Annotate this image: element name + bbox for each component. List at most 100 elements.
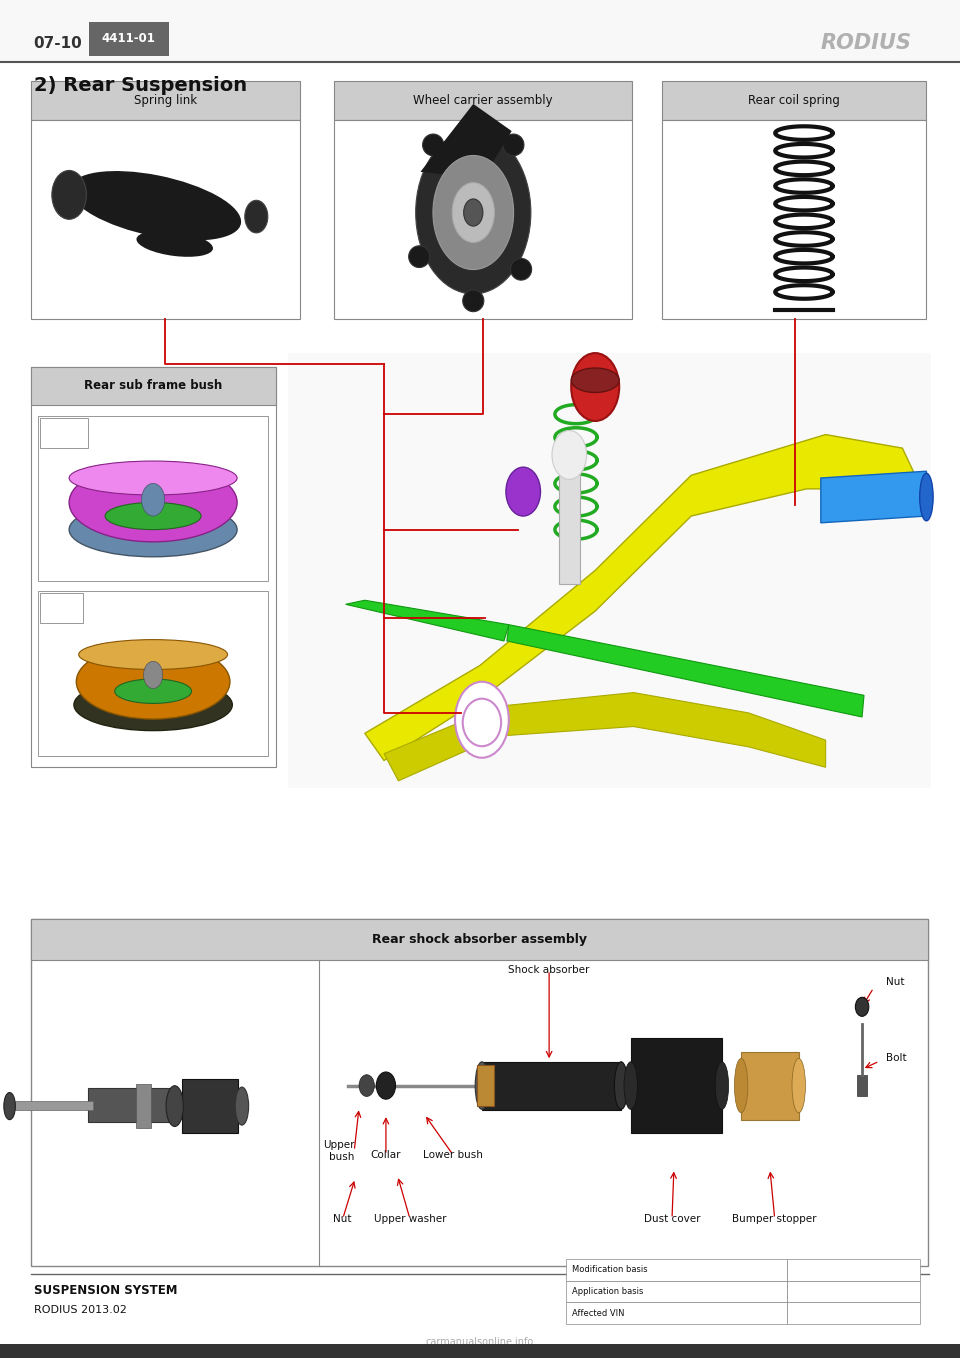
Text: Bolt: Bolt (886, 1054, 906, 1063)
FancyBboxPatch shape (787, 1281, 920, 1302)
Circle shape (855, 997, 869, 1016)
Ellipse shape (715, 1062, 729, 1109)
Polygon shape (346, 600, 509, 641)
Text: Affected VIN: Affected VIN (572, 1309, 625, 1317)
Text: 2) Rear Suspension: 2) Rear Suspension (34, 76, 247, 95)
Text: Dust cover: Dust cover (644, 1214, 700, 1224)
FancyBboxPatch shape (559, 462, 580, 584)
FancyBboxPatch shape (662, 81, 926, 120)
FancyBboxPatch shape (482, 1062, 621, 1109)
FancyBboxPatch shape (566, 1281, 787, 1302)
Text: Wheel carrier assembly: Wheel carrier assembly (413, 94, 553, 107)
Ellipse shape (79, 640, 228, 669)
Ellipse shape (166, 1086, 183, 1127)
Text: Upper
bush: Upper bush (323, 1141, 354, 1161)
Text: Rear coil spring: Rear coil spring (749, 94, 840, 107)
FancyBboxPatch shape (136, 1084, 151, 1127)
Text: Modification basis: Modification basis (572, 1266, 648, 1274)
Text: Front: Front (51, 428, 78, 439)
Text: Rear sub frame bush: Rear sub frame bush (84, 379, 223, 392)
FancyBboxPatch shape (334, 120, 632, 319)
Ellipse shape (571, 368, 619, 392)
Text: SUSPENSION SYSTEM: SUSPENSION SYSTEM (34, 1283, 177, 1297)
Circle shape (359, 1074, 374, 1096)
Ellipse shape (115, 679, 192, 703)
Circle shape (144, 661, 162, 689)
Polygon shape (365, 435, 922, 760)
Text: Nut: Nut (333, 1214, 352, 1224)
Ellipse shape (734, 1058, 748, 1112)
Text: Upper washer: Upper washer (373, 1214, 446, 1224)
Circle shape (376, 1071, 396, 1099)
Text: carmanualsonline.info: carmanualsonline.info (426, 1336, 534, 1347)
FancyBboxPatch shape (31, 919, 928, 960)
Circle shape (506, 467, 540, 516)
Ellipse shape (614, 1062, 628, 1109)
Circle shape (552, 430, 587, 479)
Text: 07-10: 07-10 (34, 35, 83, 52)
FancyBboxPatch shape (787, 1302, 920, 1324)
Text: RODIUS: RODIUS (821, 34, 912, 53)
Circle shape (142, 483, 165, 516)
FancyBboxPatch shape (0, 0, 960, 62)
Circle shape (416, 132, 531, 295)
Text: Nut: Nut (886, 978, 904, 987)
Ellipse shape (74, 679, 232, 731)
Polygon shape (507, 625, 864, 717)
FancyBboxPatch shape (12, 1100, 93, 1111)
Text: Application basis: Application basis (572, 1287, 643, 1296)
Ellipse shape (475, 1062, 489, 1109)
Polygon shape (821, 471, 926, 523)
Ellipse shape (69, 463, 237, 542)
Text: Collar: Collar (371, 1150, 401, 1160)
Circle shape (245, 200, 268, 234)
Text: RODIUS 2013.02: RODIUS 2013.02 (34, 1305, 127, 1316)
FancyBboxPatch shape (31, 81, 300, 120)
Circle shape (571, 353, 619, 421)
Ellipse shape (235, 1086, 249, 1124)
FancyBboxPatch shape (40, 593, 83, 623)
Text: 4411-01: 4411-01 (102, 31, 156, 45)
Circle shape (455, 682, 509, 758)
Ellipse shape (4, 1092, 15, 1119)
Text: Rear: Rear (50, 603, 73, 614)
FancyBboxPatch shape (857, 1074, 867, 1096)
FancyBboxPatch shape (662, 120, 926, 319)
Ellipse shape (77, 645, 230, 720)
FancyBboxPatch shape (38, 416, 268, 581)
FancyBboxPatch shape (38, 591, 268, 756)
Circle shape (52, 171, 86, 219)
FancyBboxPatch shape (334, 81, 632, 120)
FancyBboxPatch shape (288, 353, 931, 788)
Ellipse shape (70, 171, 241, 240)
Polygon shape (420, 105, 512, 179)
FancyBboxPatch shape (0, 1344, 960, 1358)
FancyBboxPatch shape (631, 1038, 722, 1133)
FancyBboxPatch shape (40, 418, 88, 448)
Ellipse shape (106, 502, 202, 530)
FancyBboxPatch shape (88, 1089, 170, 1122)
FancyBboxPatch shape (566, 1302, 787, 1324)
Ellipse shape (503, 134, 524, 156)
Ellipse shape (792, 1058, 805, 1112)
FancyBboxPatch shape (31, 367, 276, 405)
Ellipse shape (624, 1062, 637, 1109)
Text: Bumper stopper: Bumper stopper (732, 1214, 817, 1224)
Text: Lower bush: Lower bush (423, 1150, 483, 1160)
Ellipse shape (69, 502, 237, 557)
FancyBboxPatch shape (31, 120, 300, 319)
Circle shape (452, 182, 494, 242)
FancyBboxPatch shape (182, 1078, 238, 1133)
Ellipse shape (511, 258, 532, 280)
FancyBboxPatch shape (566, 1259, 787, 1281)
Text: Spring link: Spring link (133, 94, 197, 107)
Polygon shape (384, 693, 826, 781)
Ellipse shape (422, 134, 444, 156)
FancyBboxPatch shape (31, 367, 276, 767)
Ellipse shape (463, 291, 484, 312)
FancyBboxPatch shape (477, 1065, 494, 1105)
Circle shape (464, 200, 483, 225)
FancyBboxPatch shape (31, 919, 928, 1266)
Ellipse shape (409, 246, 430, 268)
Ellipse shape (136, 231, 213, 257)
